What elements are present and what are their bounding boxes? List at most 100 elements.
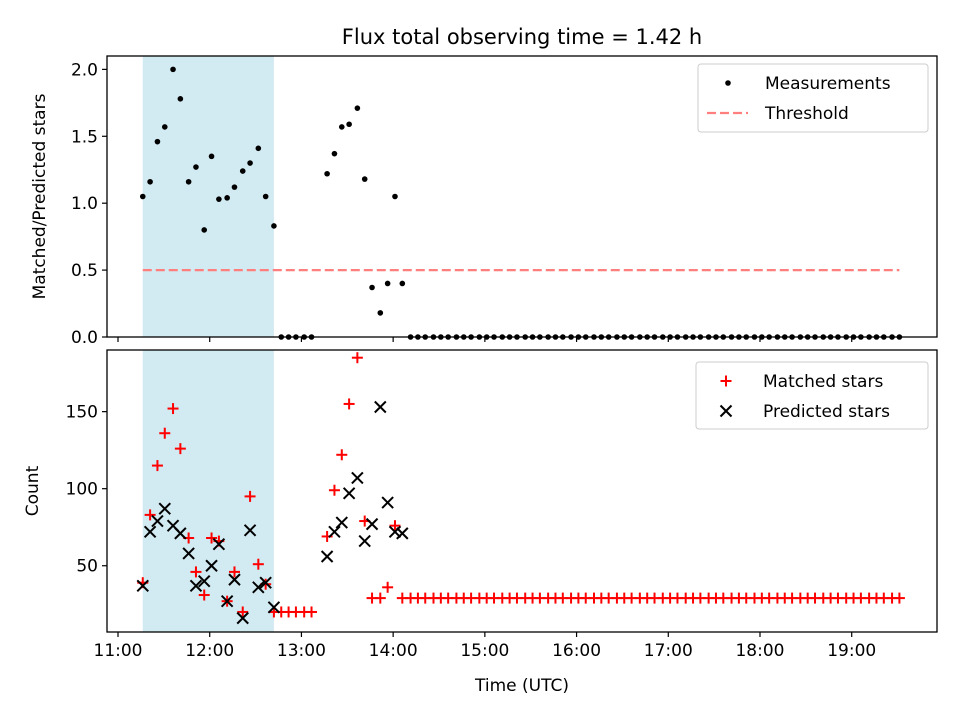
legend-marker-matched-stars bbox=[720, 375, 732, 387]
matched-stars-point bbox=[343, 398, 355, 410]
measurements-point bbox=[185, 178, 192, 185]
legend-label-matched-stars: Matched stars bbox=[763, 372, 883, 392]
legend-label-measurements: Measurements bbox=[765, 74, 891, 94]
y-tick-label: 1.0 bbox=[71, 194, 98, 214]
predicted-stars-point bbox=[158, 502, 171, 515]
bot-data-layer bbox=[136, 352, 905, 625]
top-observing-window-span bbox=[142, 56, 274, 337]
matched-stars-point bbox=[389, 520, 401, 532]
measurements-point bbox=[271, 223, 277, 229]
measurements-point bbox=[369, 284, 375, 291]
measurements-point bbox=[154, 138, 161, 145]
predicted-stars-point bbox=[328, 525, 341, 539]
measurements-point bbox=[224, 195, 230, 201]
measurements-point bbox=[377, 310, 384, 316]
predicted-stars-point bbox=[358, 534, 371, 548]
legend-label-threshold: Threshold bbox=[764, 104, 849, 124]
legend-marker-measurements bbox=[725, 80, 731, 86]
top-legend-box bbox=[697, 63, 929, 133]
bottom-legend: Matched stars Predicted stars bbox=[695, 361, 929, 430]
x-tick-label: 18:00 bbox=[735, 641, 784, 661]
predicted-stars-legend-glyph bbox=[719, 404, 733, 418]
matched-stars-point bbox=[893, 592, 905, 604]
y-tick-label: 0.0 bbox=[71, 328, 98, 348]
x-tick-label: 12:00 bbox=[185, 641, 234, 661]
measurements-point bbox=[177, 96, 184, 102]
matched-stars-point bbox=[237, 606, 249, 618]
measurements-point bbox=[262, 193, 269, 200]
x-tick-label: 16:00 bbox=[552, 641, 601, 661]
matched-stars-point bbox=[198, 589, 210, 601]
x-tick-label: 13:00 bbox=[277, 641, 326, 661]
matched-stars-point bbox=[328, 484, 340, 496]
x-tick-label: 11:00 bbox=[94, 641, 143, 661]
y-tick-label: 0.5 bbox=[71, 261, 98, 281]
y-tick-label: 1.5 bbox=[71, 127, 98, 147]
chart-title: Flux total observing time = 1.42 h bbox=[342, 25, 702, 49]
measurements-legend-glyph bbox=[725, 80, 731, 86]
measurements-point bbox=[331, 150, 338, 157]
measurements-point bbox=[161, 124, 168, 130]
bottom-legend-box bbox=[695, 361, 929, 430]
y-tick-label: 150 bbox=[66, 403, 98, 423]
legend-marker-predicted-stars bbox=[719, 404, 733, 418]
measurements-point bbox=[139, 193, 146, 200]
measurements-point bbox=[399, 280, 406, 287]
predicted-stars-point bbox=[396, 527, 409, 540]
measurements-point bbox=[239, 168, 246, 174]
matched-stars-point bbox=[144, 509, 156, 521]
measurements-point bbox=[170, 66, 176, 73]
measurements-point bbox=[392, 193, 398, 200]
predicted-stars-point bbox=[236, 611, 249, 625]
matched-stars-point bbox=[167, 403, 179, 415]
matched-stars-point bbox=[374, 592, 386, 604]
predicted-stars-point bbox=[320, 550, 334, 563]
predicted-stars-point bbox=[374, 400, 387, 414]
predicted-stars-point bbox=[182, 547, 195, 560]
predicted-stars-point bbox=[189, 579, 203, 592]
predicted-stars-point bbox=[259, 576, 272, 589]
measurements-point bbox=[354, 105, 361, 111]
predicted-stars-point bbox=[342, 487, 356, 500]
measurements-point bbox=[147, 178, 153, 185]
top-panel: 0.00.51.01.52.0 Matched/Predicted stars … bbox=[30, 55, 938, 348]
measurements-point bbox=[247, 160, 253, 166]
predicted-stars-point bbox=[243, 524, 257, 537]
top-y-axis-label: Matched/Predicted stars bbox=[30, 93, 50, 299]
x-tick-label: 19:00 bbox=[827, 641, 876, 661]
bottom-y-axis-label: Count bbox=[23, 465, 43, 516]
matched-stars-point bbox=[306, 606, 318, 618]
measurements-point bbox=[338, 124, 345, 130]
matched-stars-point bbox=[206, 532, 218, 544]
predicted-stars-point bbox=[212, 537, 226, 551]
measurements-point bbox=[208, 153, 215, 160]
matched-stars-point bbox=[190, 566, 202, 578]
predicted-stars-point bbox=[335, 516, 348, 529]
predicted-stars-point bbox=[220, 594, 234, 608]
measurements-point bbox=[193, 164, 199, 170]
matched-stars-point bbox=[382, 581, 394, 593]
y-tick-label: 50 bbox=[76, 557, 98, 577]
measurements-point bbox=[324, 170, 330, 177]
matched-stars-point bbox=[336, 449, 348, 461]
measurements-point bbox=[231, 184, 238, 190]
predicted-stars-point bbox=[198, 574, 211, 588]
measurements-point bbox=[201, 227, 208, 233]
matched-stars-point bbox=[252, 558, 264, 570]
measurements-point bbox=[216, 196, 222, 202]
predicted-stars-point bbox=[136, 579, 149, 592]
predicted-stars-point bbox=[143, 525, 157, 539]
x-tick-label: 14:00 bbox=[369, 641, 418, 661]
x-tick-label: 15:00 bbox=[460, 641, 509, 661]
measurements-point bbox=[346, 121, 352, 128]
y-tick-label: 100 bbox=[66, 480, 98, 500]
predicted-stars-point bbox=[151, 514, 164, 528]
measurements-point bbox=[361, 176, 368, 182]
matched-stars-legend-glyph bbox=[720, 375, 732, 387]
bottom-panel: 11:00 12:00 13:00 14:00 15:00 16:00 17:00 18:00… bbox=[23, 349, 938, 696]
matched-stars-point bbox=[151, 460, 163, 472]
predicted-stars-point bbox=[174, 527, 187, 540]
predicted-stars-point bbox=[381, 496, 394, 509]
predicted-stars-point bbox=[351, 471, 364, 485]
